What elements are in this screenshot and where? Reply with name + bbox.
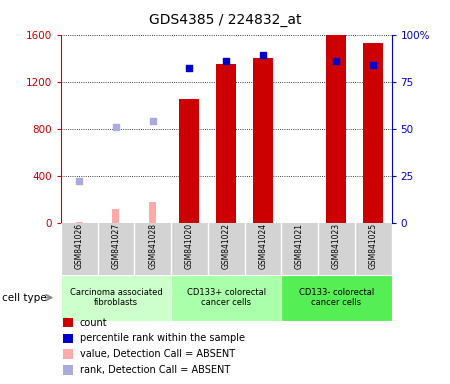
Bar: [171, 275, 281, 321]
Bar: [149, 202, 156, 223]
Text: GSM841025: GSM841025: [369, 223, 378, 269]
Point: [369, 61, 377, 68]
Point: [222, 58, 230, 64]
Text: cell type: cell type: [2, 293, 47, 303]
Text: GSM841022: GSM841022: [221, 223, 230, 269]
Text: GSM841027: GSM841027: [112, 223, 121, 269]
Bar: [253, 58, 273, 223]
Text: value, Detection Call = ABSENT: value, Detection Call = ABSENT: [80, 349, 235, 359]
Text: GSM841026: GSM841026: [75, 223, 84, 269]
Bar: [112, 209, 119, 223]
Text: percentile rank within the sample: percentile rank within the sample: [80, 333, 245, 343]
Text: rank, Detection Call = ABSENT: rank, Detection Call = ABSENT: [80, 365, 230, 375]
Text: GSM841024: GSM841024: [258, 223, 267, 269]
Text: GSM841023: GSM841023: [332, 223, 341, 269]
Text: GSM841020: GSM841020: [185, 223, 194, 269]
Text: Carcinoma associated
fibroblasts: Carcinoma associated fibroblasts: [69, 288, 162, 307]
Text: GSM841021: GSM841021: [295, 223, 304, 269]
Point: [259, 52, 266, 58]
Bar: [363, 43, 383, 223]
Point: [149, 118, 156, 124]
Text: CD133+ colorectal
cancer cells: CD133+ colorectal cancer cells: [187, 288, 266, 307]
Bar: [76, 222, 83, 223]
Point: [112, 124, 120, 130]
Bar: [179, 99, 199, 223]
Text: GDS4385 / 224832_at: GDS4385 / 224832_at: [149, 13, 301, 27]
Bar: [216, 64, 236, 223]
Bar: [61, 275, 171, 321]
Text: CD133- colorectal
cancer cells: CD133- colorectal cancer cells: [299, 288, 374, 307]
Bar: [281, 275, 392, 321]
Point: [333, 58, 340, 64]
Point: [76, 178, 83, 184]
Point: [186, 65, 193, 71]
Text: GSM841028: GSM841028: [148, 223, 157, 269]
Text: count: count: [80, 318, 107, 328]
Bar: [326, 35, 346, 223]
